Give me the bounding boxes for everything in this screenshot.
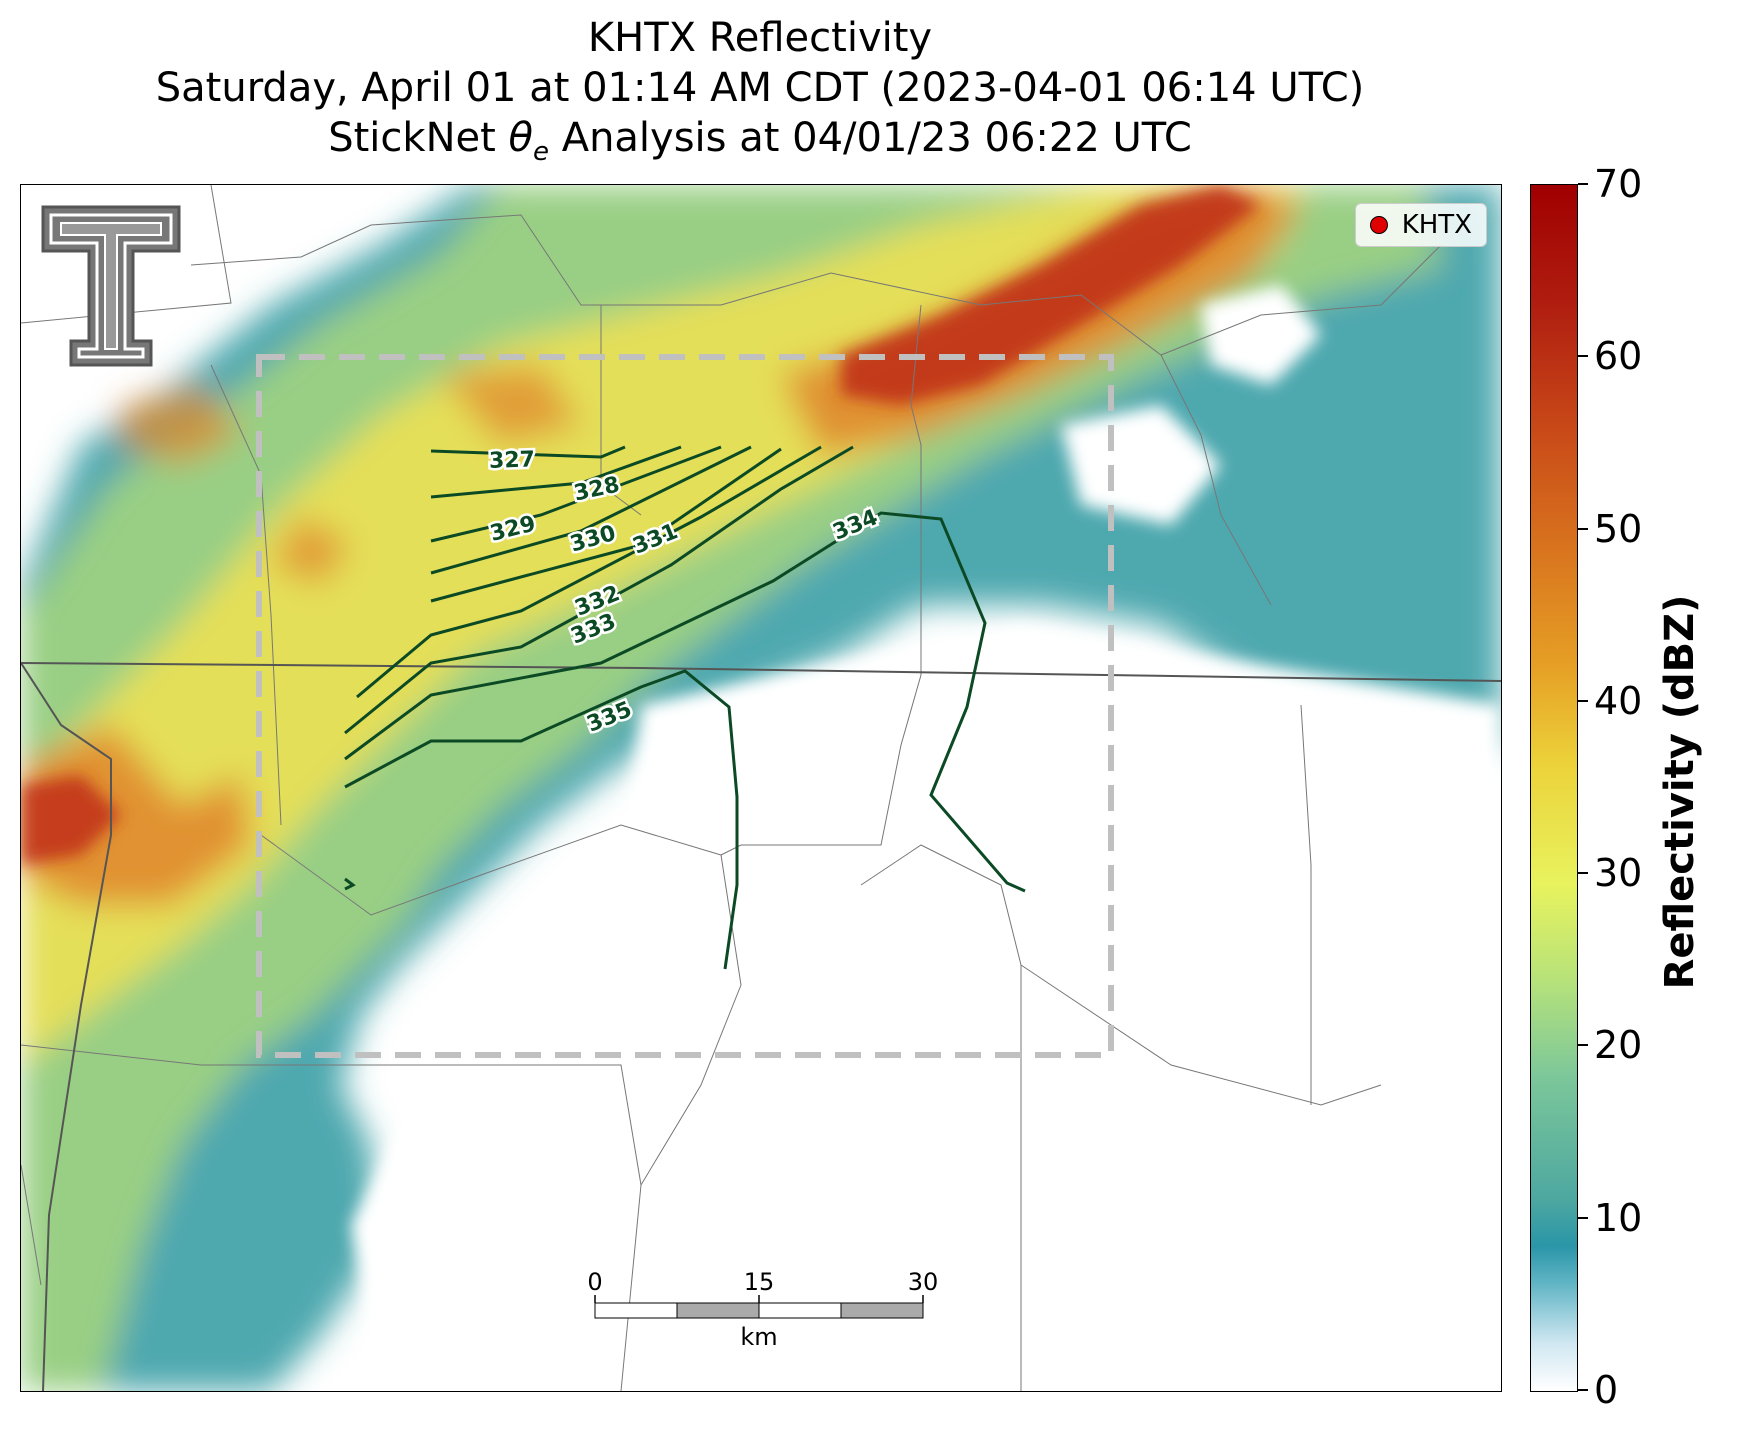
- contour-331: [430, 447, 782, 603]
- refl-heavy-west: [21, 775, 121, 865]
- contour-small: [344, 877, 356, 891]
- colorbar-tick-label: 30: [1594, 851, 1643, 896]
- scale-tick-0: 0: [587, 1268, 602, 1296]
- colorbar-tick: [1578, 1389, 1588, 1391]
- radar-map[interactable]: 327 328 329 330 331 332 333 334 335 0: [20, 184, 1502, 1392]
- chart-subtitle-time: Saturday, April 01 at 01:14 AM CDT (2023…: [155, 65, 1365, 111]
- colorbar-label: Reflectivity (dBZ): [1657, 594, 1703, 990]
- reflectivity-core: [21, 185, 1261, 865]
- colorbar-tick-label: 40: [1594, 678, 1643, 723]
- no-echo-areas: [351, 285, 1501, 1391]
- colorbar-tick-label: 60: [1594, 334, 1643, 379]
- contour-330: [430, 445, 752, 575]
- theta-e-contours: [344, 445, 1026, 970]
- clear-east-north: [1201, 285, 1321, 385]
- contour-335: [344, 669, 739, 970]
- legend-label: KHTX: [1401, 210, 1472, 240]
- county-boundaries: [21, 185, 1442, 1391]
- contour-328: [430, 445, 682, 499]
- analysis-domain-box: [256, 354, 1114, 1058]
- colorbar-tick-label: 0: [1594, 1368, 1619, 1412]
- colorbar-tick-label: 10: [1594, 1195, 1643, 1240]
- colorbar-tick: [1578, 1216, 1588, 1219]
- chart-title: KHTX Reflectivity: [587, 15, 933, 61]
- scale-tick-15: 15: [744, 1268, 775, 1296]
- colorbar-tick: [1578, 527, 1588, 530]
- colorbar-tick-label: 50: [1594, 506, 1643, 551]
- refl-strong-west: [21, 725, 251, 905]
- colorbar-tick: [1578, 1044, 1588, 1047]
- contour-333: [344, 445, 854, 735]
- contour-label: 327: [489, 447, 536, 474]
- texas-tech-logo: [41, 205, 181, 367]
- colorbar-tick: [1578, 872, 1588, 875]
- colorbar-tick: [1578, 183, 1588, 185]
- refl-heavy-core: [841, 185, 1261, 405]
- contour-332: [356, 445, 822, 699]
- colorbar-tick-label: 70: [1594, 162, 1643, 206]
- contour-327: [430, 445, 626, 459]
- scale-bar: 0 15 30 km: [587, 1268, 938, 1351]
- scale-unit: km: [740, 1323, 777, 1351]
- colorbar: [1530, 184, 1578, 1392]
- state-boundaries: [21, 662, 1501, 1391]
- radar-map-svg: 327 328 329 330 331 332 333 334 335 0: [21, 185, 1501, 1391]
- clear-south-center: [351, 625, 1501, 1391]
- refl-strong-north: [121, 365, 581, 585]
- map-legend: KHTX: [1354, 203, 1487, 247]
- colorbar-tick: [1578, 699, 1588, 702]
- colorbar-tick: [1578, 355, 1588, 358]
- radar-site-marker-icon: [1369, 216, 1388, 234]
- scale-tick-30: 30: [908, 1268, 939, 1296]
- clear-east-mid: [1061, 405, 1221, 525]
- chart-subtitle-analysis: StickNet θe Analysis at 04/01/23 06:22 U…: [328, 115, 1192, 167]
- contour-334: [344, 511, 1026, 893]
- contour-329: [430, 445, 722, 543]
- colorbar-tick-label: 20: [1594, 1023, 1643, 1068]
